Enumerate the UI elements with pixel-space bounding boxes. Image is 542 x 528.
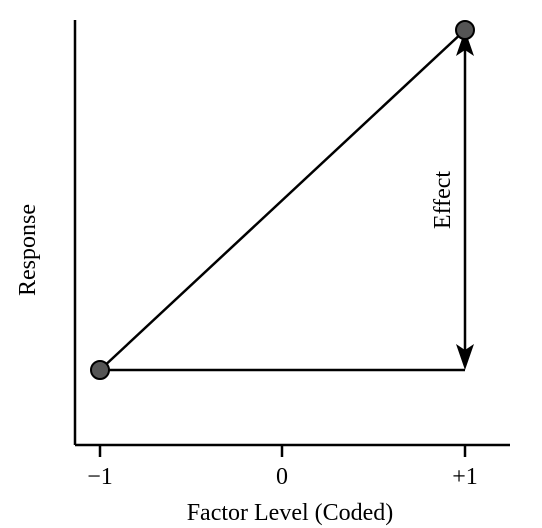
x-tick-label: 0	[276, 464, 288, 490]
chart-svg: −1 0 +1 Factor Level (Coded) Response Ef…	[0, 0, 542, 528]
x-axis-label: Factor Level (Coded)	[187, 500, 394, 526]
factor-effect-chart: −1 0 +1 Factor Level (Coded) Response Ef…	[0, 0, 542, 528]
data-point-low	[91, 361, 109, 379]
effect-label: Effect	[430, 171, 456, 230]
x-tick-label: −1	[87, 464, 113, 490]
y-axis-label: Response	[15, 204, 41, 296]
data-point-high	[456, 21, 474, 39]
x-tick-label: +1	[452, 464, 478, 490]
response-line	[100, 30, 465, 370]
